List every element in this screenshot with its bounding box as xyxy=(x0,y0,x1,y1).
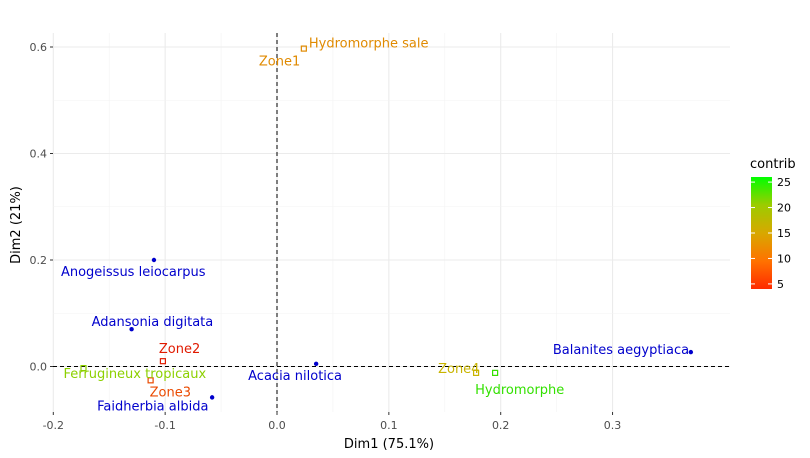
legend-colorbar xyxy=(751,177,772,289)
legend-title: contrib xyxy=(750,157,796,172)
points xyxy=(80,45,694,400)
legend-tick-label: 25 xyxy=(777,176,791,189)
species-label: Balanites aegyptiaca xyxy=(553,343,689,358)
species-label: Adansonia digitata xyxy=(92,315,214,330)
site-label: Ferrugineux tropicaux xyxy=(63,367,206,382)
site-label: Zone1 xyxy=(259,55,300,70)
x-tick-label: 0.2 xyxy=(492,419,510,432)
site-label: Zone3 xyxy=(150,385,191,400)
site-label: Zone4 xyxy=(438,362,479,377)
site-label: Hydromorphe xyxy=(475,383,564,398)
site-point xyxy=(300,45,307,52)
legend-tick-label: 10 xyxy=(777,252,791,265)
point-labels: Anogeissus leiocarpus Adansonia digitata A… xyxy=(61,37,689,415)
species-label: Anogeissus leiocarpus xyxy=(61,265,206,280)
x-axis-title: Dim1 (75.1%) xyxy=(344,437,434,452)
reference-lines xyxy=(53,33,730,412)
species-point xyxy=(129,327,134,332)
legend-tick-label: 20 xyxy=(777,202,791,215)
x-tick-label: 0.1 xyxy=(380,419,398,432)
site-point xyxy=(147,377,154,384)
species-label: Faidherbia albida xyxy=(97,399,208,414)
y-tick-label: 0.4 xyxy=(30,148,48,161)
y-tick-label: 0.0 xyxy=(30,361,48,374)
x-tick-label: 0.0 xyxy=(268,419,286,432)
species-point xyxy=(151,257,157,263)
x-tick-label: -0.1 xyxy=(154,419,175,432)
site-label: Hydromorphe sale xyxy=(309,37,429,52)
species-label: Acacia nilotica xyxy=(248,369,342,384)
legend-ticks: 5 10 15 20 25 xyxy=(751,176,791,291)
site-label: Zone2 xyxy=(159,342,200,357)
species-point xyxy=(209,395,215,400)
x-tick-label: -0.2 xyxy=(43,419,64,432)
y-tick-label: 0.6 xyxy=(30,41,48,54)
x-tick-label: 0.3 xyxy=(604,419,622,432)
site-point xyxy=(80,364,87,372)
species-point xyxy=(313,361,319,367)
site-point xyxy=(472,369,480,376)
site-point xyxy=(492,369,499,376)
legend: contrib 5 10 15 20 25 xyxy=(750,157,796,291)
legend-tick-label: 15 xyxy=(777,227,791,240)
species-point xyxy=(688,349,694,355)
y-tick-label: 0.2 xyxy=(30,254,48,267)
site-point xyxy=(159,358,167,365)
legend-tick-label: 5 xyxy=(777,278,784,291)
y-axis-title: Dim2 (21%) xyxy=(9,186,24,264)
axis-ticks: -0.2 -0.1 0.0 0.1 0.2 0.3 0.0 0.2 0.4 0.6 xyxy=(30,41,622,432)
